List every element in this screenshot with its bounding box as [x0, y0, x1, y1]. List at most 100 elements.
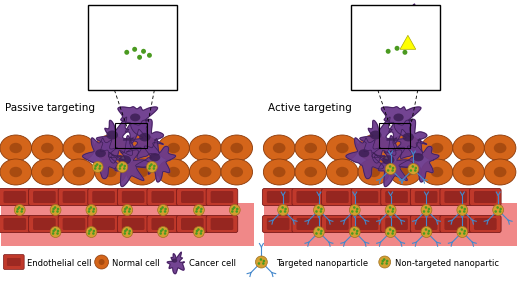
- Circle shape: [425, 228, 427, 231]
- Ellipse shape: [453, 159, 485, 185]
- Circle shape: [423, 210, 425, 213]
- Ellipse shape: [63, 135, 94, 161]
- Circle shape: [262, 262, 265, 265]
- Polygon shape: [135, 139, 175, 182]
- Circle shape: [427, 232, 430, 235]
- Circle shape: [355, 210, 358, 213]
- Circle shape: [18, 206, 20, 209]
- FancyBboxPatch shape: [58, 189, 90, 205]
- Circle shape: [320, 230, 323, 232]
- Circle shape: [148, 167, 151, 170]
- Circle shape: [52, 232, 55, 235]
- Ellipse shape: [230, 143, 243, 153]
- Ellipse shape: [393, 114, 404, 121]
- Circle shape: [387, 232, 390, 235]
- Ellipse shape: [264, 159, 295, 185]
- Circle shape: [381, 262, 384, 265]
- Ellipse shape: [336, 143, 349, 153]
- Circle shape: [124, 230, 127, 232]
- Text: Normal cell: Normal cell: [112, 259, 160, 268]
- Ellipse shape: [370, 130, 382, 139]
- FancyBboxPatch shape: [33, 191, 56, 203]
- Circle shape: [16, 208, 19, 210]
- Ellipse shape: [136, 167, 149, 177]
- Ellipse shape: [190, 159, 221, 185]
- Circle shape: [149, 165, 151, 167]
- Ellipse shape: [336, 167, 349, 177]
- Circle shape: [423, 232, 425, 235]
- FancyBboxPatch shape: [92, 191, 115, 203]
- FancyBboxPatch shape: [62, 218, 86, 230]
- FancyBboxPatch shape: [4, 191, 26, 203]
- Ellipse shape: [95, 149, 106, 157]
- Circle shape: [164, 210, 166, 213]
- FancyBboxPatch shape: [381, 216, 412, 232]
- FancyBboxPatch shape: [322, 216, 353, 232]
- Circle shape: [119, 165, 122, 167]
- Circle shape: [194, 226, 204, 237]
- Circle shape: [90, 228, 92, 231]
- Circle shape: [284, 210, 286, 213]
- Circle shape: [125, 58, 139, 72]
- Circle shape: [137, 55, 142, 60]
- FancyBboxPatch shape: [122, 218, 144, 230]
- FancyBboxPatch shape: [292, 216, 323, 232]
- Circle shape: [197, 206, 200, 209]
- Circle shape: [54, 206, 56, 209]
- FancyBboxPatch shape: [181, 191, 204, 203]
- Polygon shape: [381, 107, 421, 143]
- Circle shape: [351, 210, 354, 213]
- Circle shape: [463, 232, 466, 235]
- Circle shape: [313, 205, 324, 216]
- Circle shape: [356, 208, 359, 210]
- Ellipse shape: [139, 133, 151, 141]
- Circle shape: [54, 228, 56, 231]
- FancyBboxPatch shape: [351, 189, 383, 205]
- Circle shape: [194, 205, 204, 216]
- FancyBboxPatch shape: [7, 258, 20, 266]
- Circle shape: [425, 206, 427, 209]
- FancyBboxPatch shape: [151, 218, 174, 230]
- Bar: [351, 5, 440, 90]
- Circle shape: [392, 208, 394, 210]
- Polygon shape: [123, 119, 163, 158]
- Polygon shape: [379, 4, 423, 60]
- Ellipse shape: [63, 159, 94, 185]
- Circle shape: [387, 169, 390, 172]
- Circle shape: [160, 232, 162, 235]
- Ellipse shape: [403, 133, 414, 141]
- Ellipse shape: [358, 135, 390, 161]
- FancyBboxPatch shape: [33, 218, 56, 230]
- Ellipse shape: [304, 167, 317, 177]
- Circle shape: [146, 162, 158, 173]
- Circle shape: [133, 63, 135, 65]
- Polygon shape: [118, 107, 158, 143]
- Polygon shape: [115, 7, 159, 62]
- Circle shape: [382, 260, 384, 262]
- Ellipse shape: [136, 143, 149, 153]
- Circle shape: [421, 226, 432, 237]
- Circle shape: [385, 226, 396, 237]
- Circle shape: [99, 259, 104, 265]
- Circle shape: [428, 208, 430, 210]
- Ellipse shape: [104, 143, 117, 153]
- Circle shape: [391, 232, 394, 235]
- Circle shape: [385, 164, 396, 175]
- Circle shape: [463, 210, 466, 213]
- FancyBboxPatch shape: [297, 191, 319, 203]
- Ellipse shape: [127, 159, 158, 185]
- Ellipse shape: [390, 159, 421, 185]
- Circle shape: [414, 169, 416, 172]
- Circle shape: [92, 232, 94, 235]
- Ellipse shape: [399, 143, 412, 153]
- FancyBboxPatch shape: [385, 218, 408, 230]
- FancyBboxPatch shape: [176, 189, 208, 205]
- Circle shape: [14, 205, 25, 216]
- Bar: [1, 203, 254, 224]
- Circle shape: [389, 228, 392, 231]
- Ellipse shape: [485, 135, 516, 161]
- FancyBboxPatch shape: [385, 191, 408, 203]
- Ellipse shape: [399, 167, 412, 177]
- FancyBboxPatch shape: [147, 216, 178, 232]
- Ellipse shape: [295, 159, 327, 185]
